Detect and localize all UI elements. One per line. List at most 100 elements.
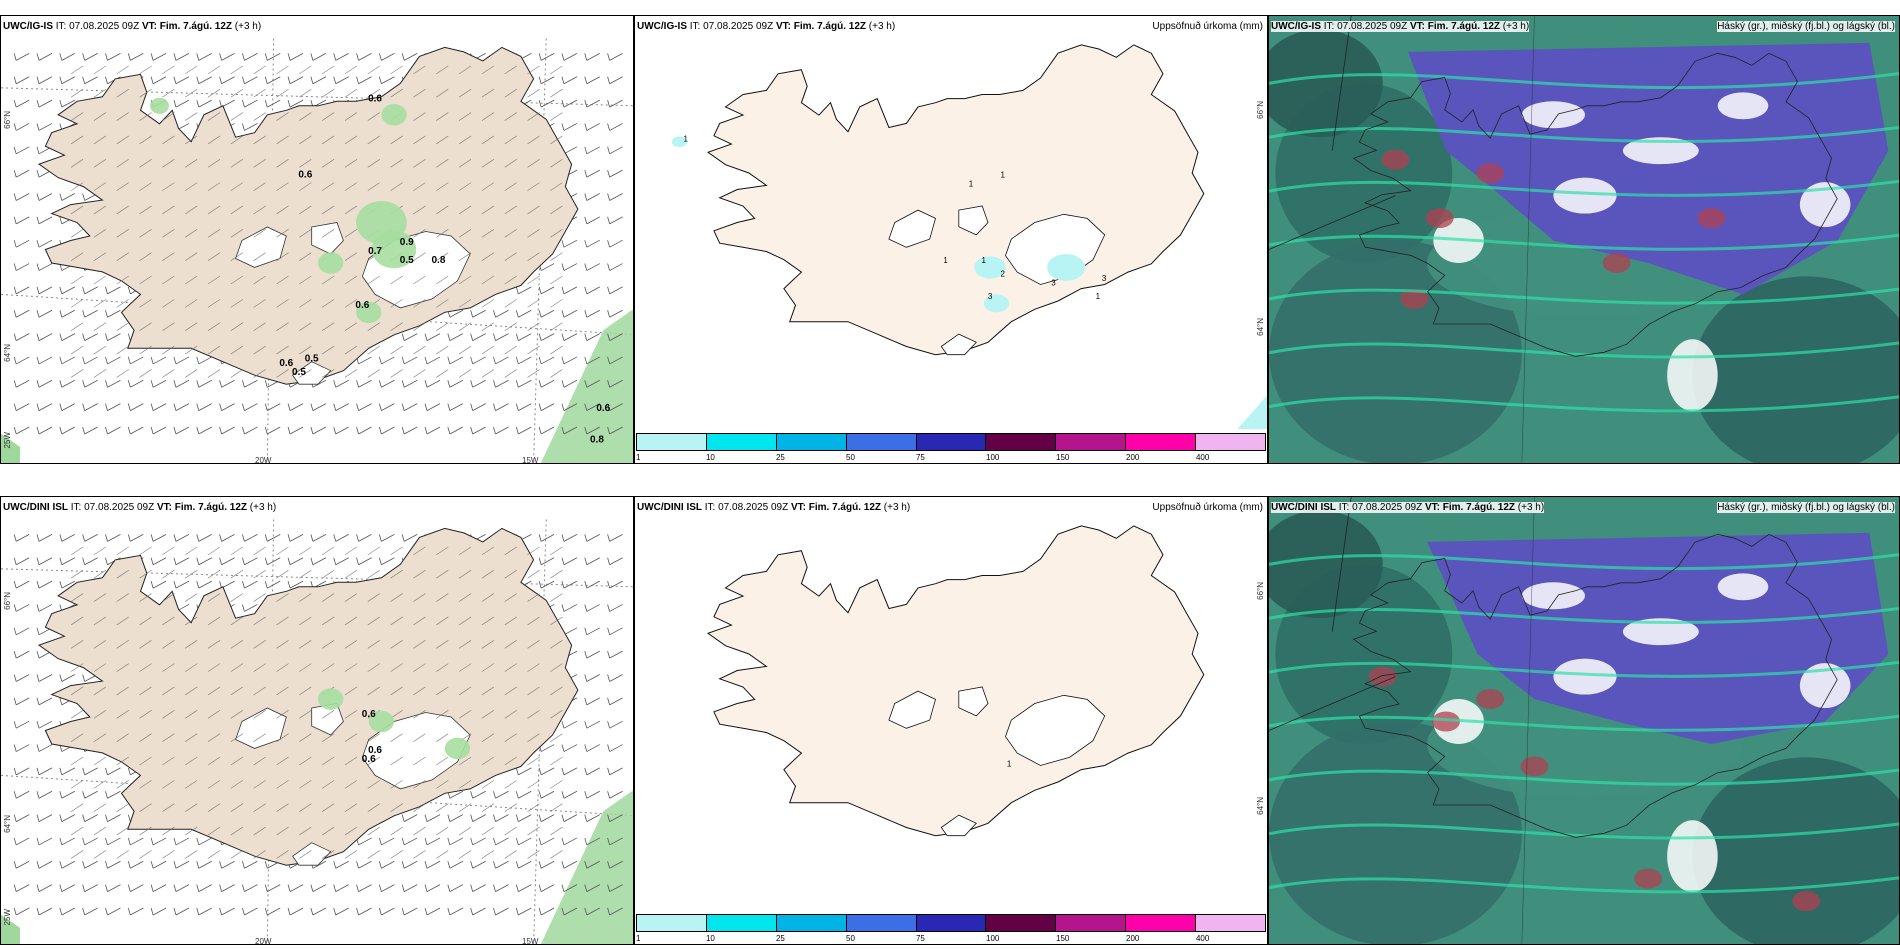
wind-barb xyxy=(196,884,212,892)
colorbar-tick-label: 200 xyxy=(1126,934,1140,943)
wind-barb xyxy=(162,663,175,672)
wind-barb xyxy=(504,663,517,672)
wind-barb xyxy=(36,697,53,706)
wind-barb xyxy=(162,780,175,789)
wind-barb xyxy=(13,697,30,706)
wind-barb xyxy=(207,733,221,742)
wind-barb xyxy=(93,756,107,766)
wind-barb xyxy=(607,193,623,201)
wind-barb xyxy=(150,356,167,365)
wind-barb xyxy=(550,686,563,696)
wind-barb xyxy=(344,663,358,672)
wind-barb xyxy=(436,182,449,191)
wind-barb xyxy=(150,860,167,869)
wind-barb xyxy=(458,546,472,556)
wind-value-label: 0.7 xyxy=(368,246,382,257)
domain-line xyxy=(1269,195,1396,250)
glacier xyxy=(940,333,977,356)
wind-barb xyxy=(344,616,358,626)
wind-barb xyxy=(36,263,53,271)
wind-barb xyxy=(538,356,555,365)
wind-barb xyxy=(93,733,107,742)
wind-barb xyxy=(242,76,258,85)
wind-barb xyxy=(59,884,76,892)
wind-barb xyxy=(436,686,449,696)
wind-barb xyxy=(493,860,509,869)
wind-barb xyxy=(93,205,107,215)
wind-barb xyxy=(344,275,358,285)
wind-barb xyxy=(481,322,495,331)
wind-barb xyxy=(561,580,578,589)
wind-barb xyxy=(105,403,121,411)
wind-barb xyxy=(356,884,372,892)
wind-barb xyxy=(13,53,30,61)
wind-barb xyxy=(93,569,107,579)
wind-barb xyxy=(436,546,449,556)
wind-barb xyxy=(607,333,623,341)
wind-barb xyxy=(207,112,221,121)
wind-barb xyxy=(116,252,129,261)
wind-barb xyxy=(458,229,472,238)
glacier xyxy=(888,690,936,729)
wind-barb xyxy=(356,356,372,365)
wind-barb xyxy=(401,534,418,542)
wind-barb xyxy=(493,884,509,892)
wind-barb xyxy=(504,322,517,331)
wind-barb xyxy=(196,53,212,61)
wind-barb xyxy=(207,345,221,355)
wind-barb xyxy=(139,756,152,766)
precip-area xyxy=(540,790,633,944)
wind-barb xyxy=(13,790,30,799)
wind-barb xyxy=(401,53,418,61)
wind-barb xyxy=(607,534,623,542)
wind-barb xyxy=(299,275,312,285)
wind-barb xyxy=(185,65,198,75)
colorbar-swatch xyxy=(776,915,847,931)
wind-barb xyxy=(310,884,327,892)
wind-barb xyxy=(185,369,198,378)
wind-barb xyxy=(276,826,289,836)
wind-barb xyxy=(162,275,175,285)
wind-barb xyxy=(287,76,304,85)
wind-barb xyxy=(424,403,441,411)
wind-barb xyxy=(139,112,152,121)
mid-cloud-area xyxy=(1476,163,1505,184)
wind-barb xyxy=(527,803,540,812)
wind-barb xyxy=(584,216,600,225)
wind-barb xyxy=(59,557,76,566)
wind-barb xyxy=(207,639,221,649)
graticule-line xyxy=(266,519,275,944)
domain-line xyxy=(1331,497,1352,632)
wind-barb xyxy=(493,333,509,341)
wind-barb xyxy=(230,639,244,649)
wind-barb xyxy=(207,299,221,308)
wind-barb xyxy=(264,534,281,542)
wind-barb xyxy=(70,733,84,742)
wind-barb xyxy=(436,569,449,579)
wind-barb xyxy=(413,593,426,602)
wind-barb xyxy=(299,733,312,742)
wind-barb xyxy=(550,803,563,812)
clear-sky-area xyxy=(1717,573,1769,601)
wind-barb xyxy=(59,790,76,799)
wind-barb xyxy=(139,616,152,626)
low-cloud-area xyxy=(1269,721,1522,944)
wind-barb xyxy=(230,182,244,191)
colorbar-ticks: 1 10 25 50 75 100 150 200 400 xyxy=(636,453,1266,463)
wind-barb xyxy=(185,686,198,696)
iceland-landmass xyxy=(706,44,1205,356)
wind-barb xyxy=(287,557,304,566)
wind-barb xyxy=(82,309,98,318)
wind-barb xyxy=(538,884,555,892)
wind-barb xyxy=(70,663,84,672)
wind-barb xyxy=(515,884,532,892)
wind-barb xyxy=(344,686,358,696)
wind-barb xyxy=(242,860,258,869)
colorbar-swatch xyxy=(846,434,917,450)
wind-barb xyxy=(13,146,30,155)
wind-barb xyxy=(333,534,349,542)
wind-barb xyxy=(230,299,244,308)
wind-barb xyxy=(607,53,623,61)
wind-barb xyxy=(504,299,517,308)
lon-label: 20W xyxy=(255,937,272,945)
